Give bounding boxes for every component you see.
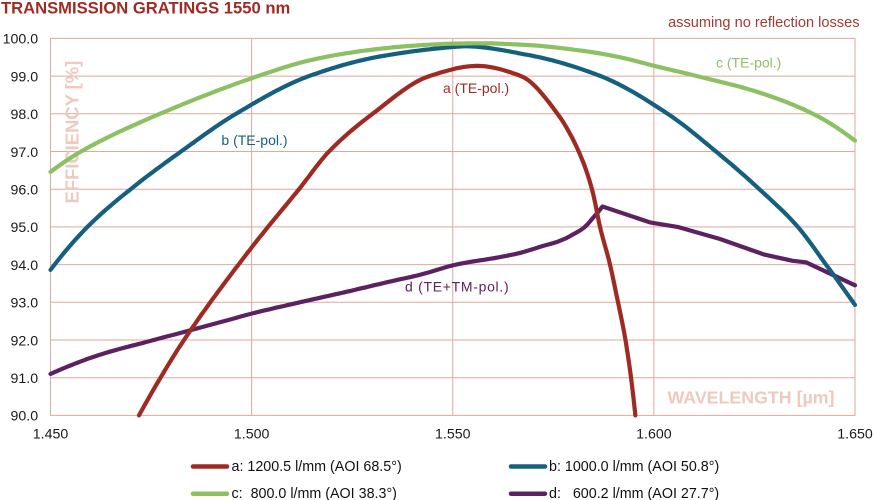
svg-text:99.0: 99.0 bbox=[10, 69, 38, 85]
svg-text:1.550: 1.550 bbox=[435, 427, 471, 443]
svg-text:assuming no reflection losses: assuming no reflection losses bbox=[668, 15, 859, 31]
svg-text:1.600: 1.600 bbox=[636, 427, 672, 443]
svg-text:95.0: 95.0 bbox=[10, 220, 38, 236]
svg-text:b (TE-pol.): b (TE-pol.) bbox=[221, 132, 287, 148]
svg-text:c (TE-pol.): c (TE-pol.) bbox=[716, 55, 781, 71]
svg-text:90.0: 90.0 bbox=[10, 409, 38, 425]
svg-text:c: 800.0 l/mm (AOI 38.3°): c: 800.0 l/mm (AOI 38.3°) bbox=[232, 486, 397, 500]
svg-text:b: 1000.0 l/mm (AOI 50.8°): b: 1000.0 l/mm (AOI 50.8°) bbox=[549, 459, 719, 475]
svg-text:92.0: 92.0 bbox=[10, 333, 38, 349]
svg-text:97.0: 97.0 bbox=[10, 145, 38, 161]
svg-text:91.0: 91.0 bbox=[10, 371, 38, 387]
svg-text:98.0: 98.0 bbox=[10, 107, 38, 123]
svg-text:94.0: 94.0 bbox=[10, 258, 38, 274]
svg-text:96.0: 96.0 bbox=[10, 183, 38, 199]
svg-text:93.0: 93.0 bbox=[10, 296, 38, 312]
svg-text:d: 600.2 l/mm (AOI 27.7°): d: 600.2 l/mm (AOI 27.7°) bbox=[549, 486, 719, 500]
svg-text:1.650: 1.650 bbox=[837, 427, 873, 443]
svg-text:d (TE+TM-pol.): d (TE+TM-pol.) bbox=[405, 278, 509, 294]
svg-text:1.450: 1.450 bbox=[33, 427, 69, 443]
svg-text:TRANSMISSION GRATINGS 1550 nm: TRANSMISSION GRATINGS 1550 nm bbox=[1, 0, 290, 18]
svg-text:EFFICIENCY [%]: EFFICIENCY [%] bbox=[62, 61, 83, 204]
svg-text:a (TE-pol.): a (TE-pol.) bbox=[443, 80, 509, 96]
svg-text:1.500: 1.500 bbox=[234, 427, 270, 443]
svg-text:a: 1200.5 l/mm (AOI 68.5°): a: 1200.5 l/mm (AOI 68.5°) bbox=[232, 459, 402, 475]
svg-text:WAVELENGTH [µm]: WAVELENGTH [µm] bbox=[668, 387, 835, 407]
svg-text:100.0: 100.0 bbox=[3, 32, 39, 48]
